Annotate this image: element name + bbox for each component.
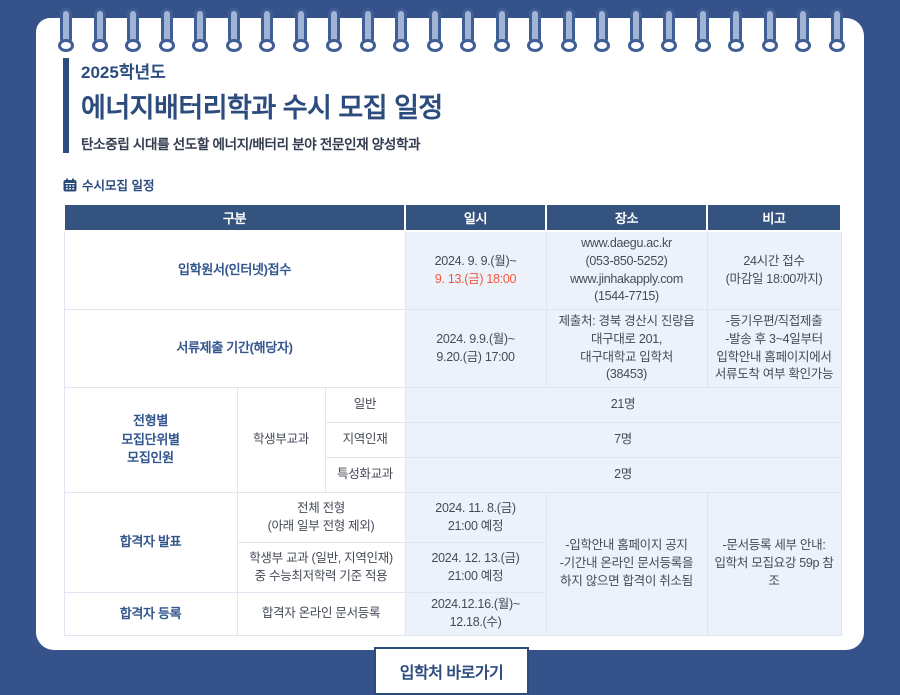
- binder-ring: [58, 8, 74, 52]
- table-row: 지역인재 7명: [64, 422, 842, 458]
- schedule-table: 구분 일시 장소 비고 입학원서(인터넷)접수 2024. 9. 9.(월)~ …: [62, 203, 843, 636]
- cell-announcement-sub1-date: 2024. 11. 8.(금) 21:00 예정: [404, 492, 547, 543]
- cell-announcement-category: 합격자 발표: [63, 492, 238, 593]
- binder-ring: [359, 8, 376, 52]
- section-label-row: 수시모집 일정: [63, 175, 840, 194]
- cell-announcement-sub1: 전체 전형 (아래 일부 전형 제외): [236, 492, 406, 543]
- binder-ring: [292, 8, 309, 52]
- table-row: 합격자 등록 합격자 온라인 문서등록 2024.12.16.(월)~ 12.1…: [63, 592, 841, 636]
- notebook-page: 2025학년도 에너지배터리학과 수시 모집 일정 탄소중립 시대를 선도할 에…: [36, 8, 864, 695]
- binder-ring: [594, 8, 611, 52]
- binder-ring: [426, 8, 443, 52]
- binder-ring: [125, 8, 142, 52]
- cell-application-place: www.daegu.ac.kr (053-850-5252) www.jinha…: [545, 230, 708, 310]
- binder-ring: [460, 8, 477, 52]
- binder-ring: [728, 8, 745, 52]
- table-row: 학생부 교과 (일반, 지역인재) 중 수능최저학력 기준 적용 2024. 1…: [64, 542, 841, 593]
- cell-quota-value-specialized: 2명: [404, 457, 842, 493]
- cell-announcement-place: -입학안내 홈페이지 공지 -기간내 온라인 문서등록을 하지 않으면 합격이 …: [545, 492, 708, 636]
- cell-registration-date: 2024.12.16.(월)~ 12.18.(수): [404, 592, 547, 636]
- binder-ring: [828, 8, 845, 52]
- cell-announcement-note: -문서등록 세부 안내: 입학처 모집요강 59p 참조: [706, 492, 842, 636]
- binder-ring: [393, 8, 410, 52]
- col-header-place: 장소: [545, 203, 709, 232]
- year-label: 2025학년도: [81, 63, 166, 82]
- binder-ring: [493, 8, 510, 52]
- cell-application-note: 24시간 접수 (마감일 18:00까지): [706, 230, 842, 310]
- cell-application-category: 입학원서(인터넷)접수: [63, 230, 406, 310]
- page-subtitle: 탄소중립 시대를 선도할 에너지/배터리 분야 전문인재 양성학과: [81, 137, 421, 152]
- binder-ring: [795, 8, 812, 52]
- cell-documents-place: 제출처: 경북 경산시 진량읍 대구대로 201, 대구대학교 입학처 (384…: [545, 309, 708, 388]
- button-row: 입학처 바로가기: [63, 646, 840, 695]
- cell-quota-category: 전형별 모집단위별 모집인원: [63, 387, 238, 493]
- cell-announcement-sub2-date: 2024. 12. 13.(금) 21:00 예정: [404, 542, 547, 593]
- admissions-link-button[interactable]: 입학처 바로가기: [373, 646, 530, 695]
- page-title: 에너지배터리학과 수시 모집 일정: [81, 93, 443, 123]
- cell-announcement-sub2: 학생부 교과 (일반, 지역인재) 중 수능최저학력 기준 적용: [236, 542, 406, 593]
- table-row: 합격자 발표 전체 전형 (아래 일부 전형 제외) 2024. 11. 8.(…: [63, 492, 842, 636]
- binder-ring: [326, 8, 343, 52]
- binder-ring: [527, 8, 544, 52]
- cell-documents-category: 서류제출 기간(해당자): [63, 309, 406, 388]
- binder-ring: [91, 8, 108, 52]
- table-row: 서류제출 기간(해당자) 2024. 9.9.(월)~ 9.20.(금) 17:…: [63, 309, 842, 388]
- col-header-category: 구분: [62, 203, 407, 232]
- binder-ring: [627, 8, 644, 52]
- cell-documents-note: -등기우편/직접제출 -발송 후 3~4일부터 입학안내 홈페이지에서 서류도착…: [706, 309, 842, 388]
- spiral-rings: [58, 8, 845, 52]
- cell-quota-label-general: 일반: [324, 387, 406, 423]
- binder-ring: [158, 8, 175, 52]
- binder-ring: [192, 8, 209, 52]
- cell-quota-track: 학생부교과: [236, 387, 326, 493]
- binder-ring: [661, 8, 678, 52]
- page-content: 2025학년도 에너지배터리학과 수시 모집 일정 탄소중립 시대를 선도할 에…: [62, 18, 843, 695]
- binder-ring: [225, 8, 242, 52]
- cell-quota-value-regional: 7명: [404, 422, 842, 458]
- col-header-datetime: 일시: [404, 203, 548, 232]
- calendar-icon: [63, 177, 77, 192]
- binder-ring: [761, 8, 778, 52]
- col-header-note: 비고: [706, 203, 843, 232]
- cell-quota-label-specialized: 특성화교과: [324, 457, 406, 493]
- table-row: 특성화교과 2명: [64, 457, 842, 493]
- cell-documents-date: 2024. 9.9.(월)~ 9.20.(금) 17:00: [404, 309, 547, 388]
- cell-registration-category: 합격자 등록: [63, 592, 238, 636]
- binder-ring: [694, 8, 711, 52]
- cell-quota-value-general: 21명: [404, 387, 842, 423]
- binder-ring: [560, 8, 577, 52]
- cell-quota-label-regional: 지역인재: [324, 422, 406, 458]
- table-row: 전형별 모집단위별 모집인원 학생부교과 일반 21명: [63, 387, 842, 493]
- title-block: 2025학년도 에너지배터리학과 수시 모집 일정 탄소중립 시대를 선도할 에…: [63, 58, 840, 153]
- table-header-row: 구분 일시 장소 비고: [62, 203, 843, 232]
- binder-ring: [259, 8, 276, 52]
- section-label: 수시모집 일정: [82, 179, 155, 193]
- table-row: 입학원서(인터넷)접수 2024. 9. 9.(월)~ 9. 13.(금) 18…: [63, 230, 842, 310]
- cell-application-date: 2024. 9. 9.(월)~ 9. 13.(금) 18:00: [404, 230, 547, 310]
- cell-registration-sub: 합격자 온라인 문서등록: [236, 592, 406, 636]
